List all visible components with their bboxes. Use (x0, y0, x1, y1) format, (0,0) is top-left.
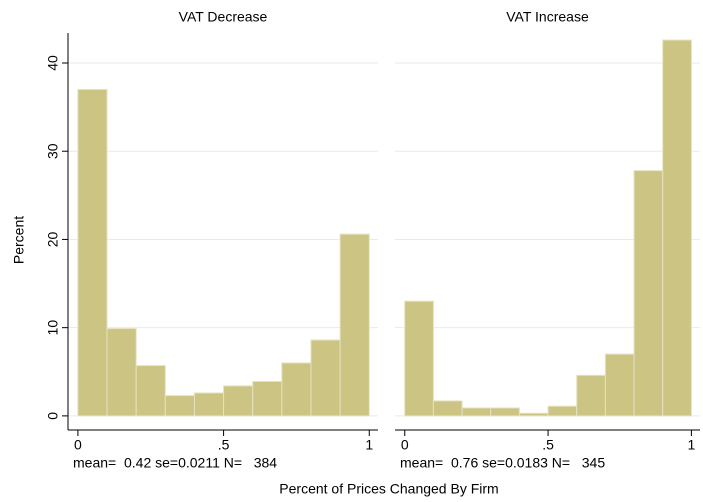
panel-note: mean= 0.76 se=0.0183 N= 345 (400, 455, 605, 471)
histogram-bar (518, 412, 549, 417)
panel-title: VAT Increase (506, 9, 589, 25)
x-tick-label: 1 (365, 437, 373, 453)
y-axis-label: Percent (11, 216, 27, 264)
histogram-bar (339, 233, 370, 417)
x-axis-label: Percent of Prices Changed By Firm (279, 481, 498, 497)
x-tick-label: 0 (74, 437, 82, 453)
histogram-bar (252, 380, 283, 417)
y-tick-label: 10 (45, 320, 61, 336)
histogram-bar (77, 88, 108, 417)
histogram-bar (547, 405, 578, 417)
y-tick-label: 30 (45, 143, 61, 159)
histogram-bar (490, 407, 520, 417)
histogram-bar (461, 407, 492, 417)
y-tick-label: 0 (45, 412, 61, 420)
x-tick-label: .5 (542, 437, 554, 453)
panel-title: VAT Decrease (179, 9, 268, 25)
histogram-bar (193, 392, 225, 417)
histogram-bar (432, 400, 463, 417)
x-tick-label: 0 (401, 437, 409, 453)
histogram-bar (576, 374, 606, 417)
x-tick-label: .5 (218, 437, 230, 453)
histogram-bar (662, 39, 692, 417)
histogram-bar (404, 300, 434, 417)
histogram-bar (106, 328, 137, 417)
histogram-bar (310, 339, 341, 417)
y-tick-label: 40 (45, 55, 61, 71)
histogram-bar (223, 385, 254, 417)
histogram-bar (604, 353, 635, 417)
histogram-bar (135, 365, 166, 417)
histogram-bar (281, 362, 312, 417)
x-tick-label: 1 (688, 437, 696, 453)
histogram-bar (633, 170, 664, 417)
panel-note: mean= 0.42 se=0.0211 N= 384 (73, 455, 277, 471)
y-tick-label: 20 (45, 231, 61, 247)
histogram-bar (164, 395, 195, 417)
